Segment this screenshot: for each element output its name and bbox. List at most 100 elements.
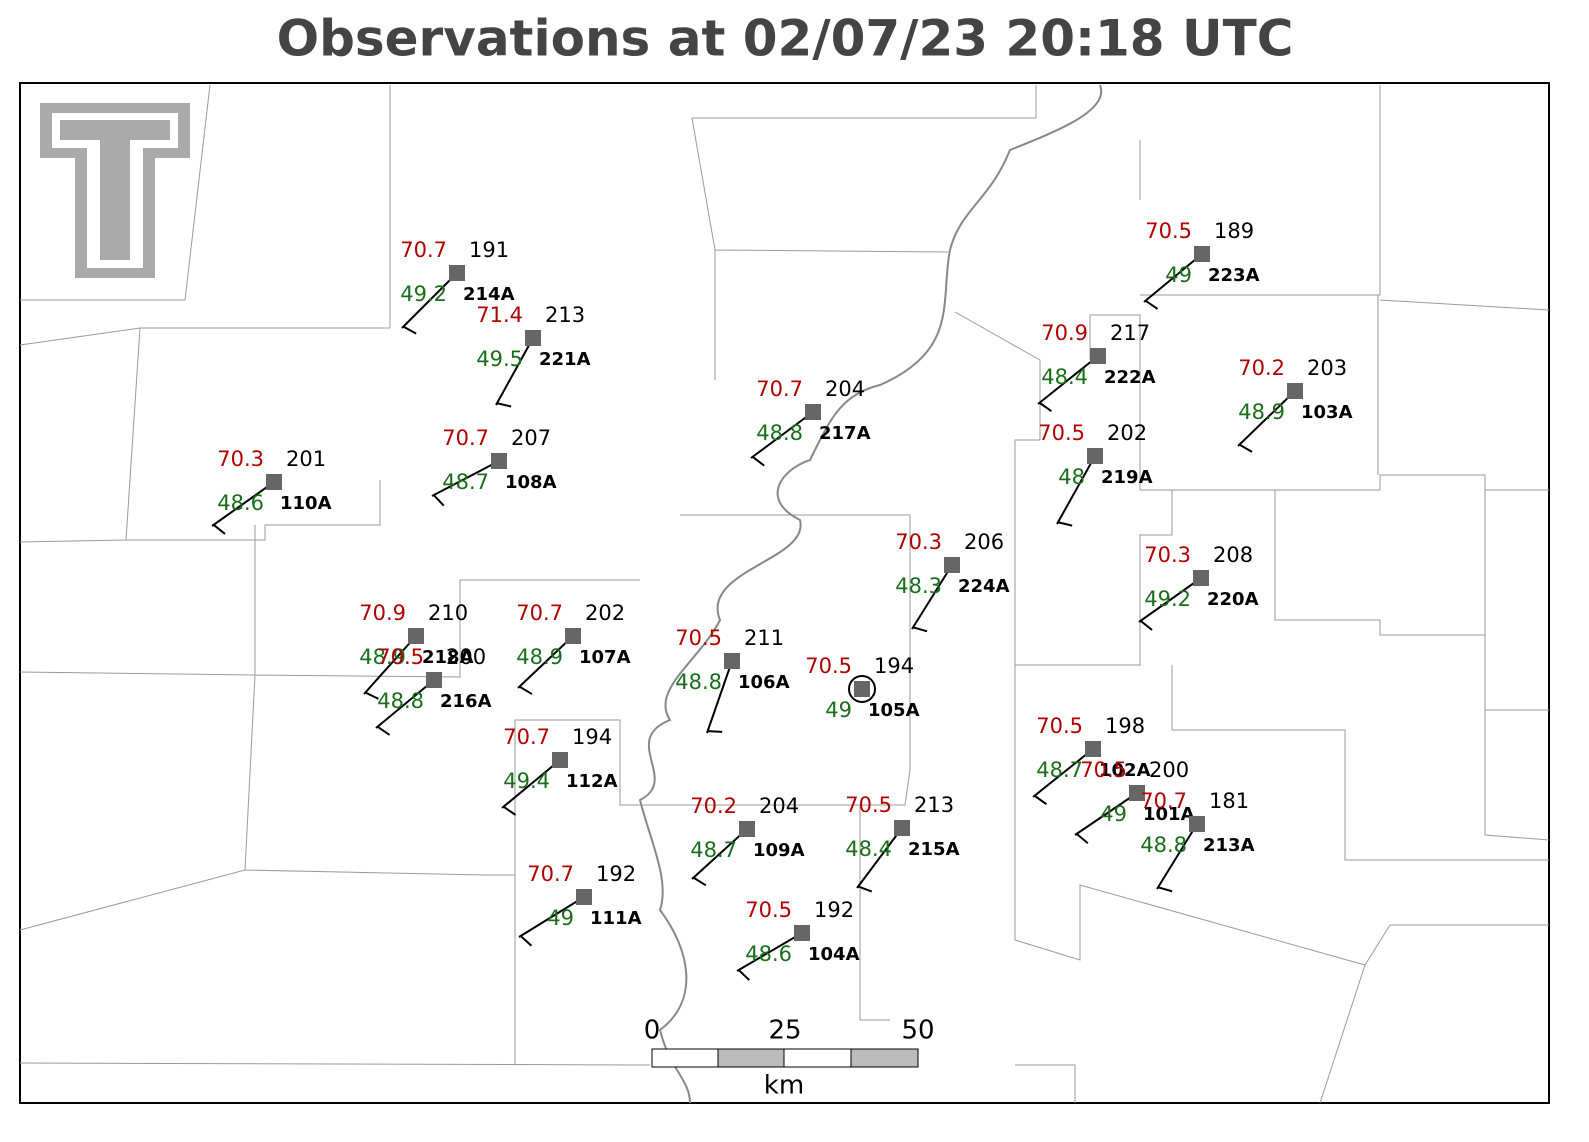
scale-unit: km [764,1071,804,1101]
dewpoint: 48.4 [1041,365,1088,389]
station-marker [565,628,581,644]
county-lines [19,84,1550,1104]
dewpoint: 48.9 [359,645,406,669]
temperature: 70.5 [745,898,792,922]
wind-barb [1056,455,1096,525]
station-marker [739,821,755,837]
scale-tick-label: 25 [768,1016,801,1046]
temperature: 70.7 [1140,789,1187,813]
station-marker [1189,816,1205,832]
pressure: 181 [1209,789,1249,813]
station: 71.4 49.5 213 221A [476,303,591,408]
wind-barb [1138,577,1202,623]
temperature: 70.5 [675,626,722,650]
station-marker [724,653,740,669]
station-id: 221A [539,349,591,370]
station-marker [805,404,821,420]
temperature: 70.5 [845,793,892,817]
title: Observations at 02/07/23 20:18 UTC [277,10,1294,68]
station: 70.7 49 192 111A [518,862,642,947]
wind-barb-flag [496,402,512,408]
pressure: 211 [744,626,784,650]
station-id: 216A [440,691,492,712]
temperature: 70.7 [756,377,803,401]
wind-barb-flag [376,725,391,736]
pressure: 210 [428,601,468,625]
dewpoint: 48.6 [217,491,264,515]
dewpoint: 49.4 [503,769,550,793]
station: 70.5 49 200 101A [1074,758,1195,844]
pressure: 204 [825,377,865,401]
pressure: 194 [572,725,612,749]
wind-barb-flag [1057,521,1073,527]
wind-barb [691,828,748,880]
dewpoint: 48.3 [895,574,942,598]
wind-barb [517,635,574,689]
station-marker [426,672,442,688]
pressure: 189 [1214,219,1254,243]
dewpoint: 48.4 [845,837,892,861]
dewpoint: 48.7 [442,470,489,494]
pressure: 207 [511,426,551,450]
wind-barb-flag [518,685,533,695]
station-id: 219A [1101,467,1153,488]
station-marker [525,330,541,346]
station-id: 103A [1301,402,1353,423]
station-id: 224A [958,576,1010,597]
wind-barb-flag [1076,833,1089,844]
wind-barb-flag [738,969,750,981]
pressure: 208 [1213,543,1253,567]
station-marker [491,453,507,469]
station: 70.5 48.8 211 106A [675,626,790,734]
temperature: 70.7 [516,601,563,625]
pressure: 217 [1110,321,1150,345]
dewpoint: 49.2 [1144,587,1191,611]
pressure: 200 [446,645,486,669]
temperature: 70.3 [217,447,264,471]
station-marker [266,474,282,490]
station-id: 102A [1099,760,1151,781]
station-id: 101A [1143,804,1195,825]
pressure: 200 [1149,758,1189,782]
wind-barb [518,896,585,938]
dewpoint: 48.9 [1238,400,1285,424]
pressure: 201 [286,447,326,471]
station: 70.2 48.7 204 109A [690,794,805,887]
wind-barb-flag [751,456,765,467]
pressure: 202 [1107,421,1147,445]
dewpoint: 48 [1058,465,1085,489]
wind-barb-flag [1038,401,1053,412]
dewpoint: 49 [1100,802,1127,826]
station-marker [1090,348,1106,364]
temperature: 70.7 [442,426,489,450]
temperature: 70.2 [1238,356,1285,380]
river [638,84,1103,1104]
wind-barb [706,660,733,734]
station: 70.7 49.2 191 214A [400,238,515,335]
station: 70.9 48.4 217 222A [1037,321,1156,412]
dewpoint: 48.8 [377,689,424,713]
wind-barb [401,272,458,329]
station-id: 110A [280,493,332,514]
station-id: 108A [505,472,557,493]
wind-barb [856,827,903,889]
wind-barb [1037,355,1099,405]
wind-barb [375,679,435,729]
station-id: 104A [808,944,860,965]
station: 70.3 48.6 201 110A [211,447,332,535]
dewpoint: 48.9 [516,645,563,669]
dewpoint: 49.2 [400,282,447,306]
dewpoint: 48.7 [1036,758,1083,782]
dewpoint: 49.5 [476,347,523,371]
station-marker [1129,785,1145,801]
wind-barb [1032,748,1094,798]
station: 70.5 49 189 223A [1143,219,1260,310]
wind-barb [736,932,803,972]
station-marker [854,681,870,697]
scale-tick-label: 50 [901,1016,934,1046]
wind-barb-flag [1238,443,1253,453]
station: 70.9 48.9 210 218A [359,601,474,700]
station-marker [1193,570,1209,586]
